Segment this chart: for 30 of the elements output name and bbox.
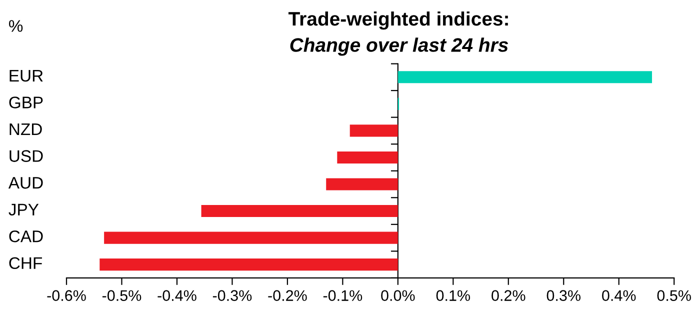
- x-tick-label: 0.3%: [546, 290, 580, 301]
- bar: [201, 204, 398, 218]
- y-tick-label: NZD: [10, 124, 42, 136]
- y-tick-label: CHF: [9, 257, 42, 270]
- y-tick-label: USD: [10, 150, 43, 162]
- x-tick-label: -0.6%: [47, 290, 86, 301]
- y-axis-title: %: [8, 20, 23, 32]
- y-tick-label: CAD: [9, 230, 43, 242]
- y-tick-label: EUR: [10, 70, 43, 82]
- y-tick-label: AUD: [8, 177, 43, 189]
- bar: [398, 71, 652, 84]
- x-tick-label: 0.0%: [381, 290, 415, 301]
- x-tick-label: -0.2%: [268, 290, 307, 301]
- y-tick-label: GBP: [9, 96, 43, 108]
- x-tick-label: -0.4%: [158, 290, 196, 301]
- x-tick-label: -0.1%: [323, 290, 362, 301]
- x-tick-label: 0.5%: [657, 290, 691, 301]
- bar: [350, 124, 398, 137]
- bar: [326, 178, 398, 190]
- y-tick-label: JPY: [8, 204, 39, 216]
- chart-subtitle: Change over last 24 hrs: [290, 38, 508, 56]
- x-tick-label: 0.1%: [436, 290, 470, 301]
- chart-title: Trade-weighted indices:: [288, 11, 508, 30]
- x-tick-label: -0.5%: [102, 290, 142, 301]
- bar: [337, 151, 398, 164]
- bar: [100, 258, 398, 271]
- bar: [104, 232, 398, 244]
- x-tick-label: 0.4%: [602, 290, 636, 301]
- x-tick-label: -0.3%: [212, 290, 252, 301]
- x-tick-label: 0.2%: [492, 290, 526, 301]
